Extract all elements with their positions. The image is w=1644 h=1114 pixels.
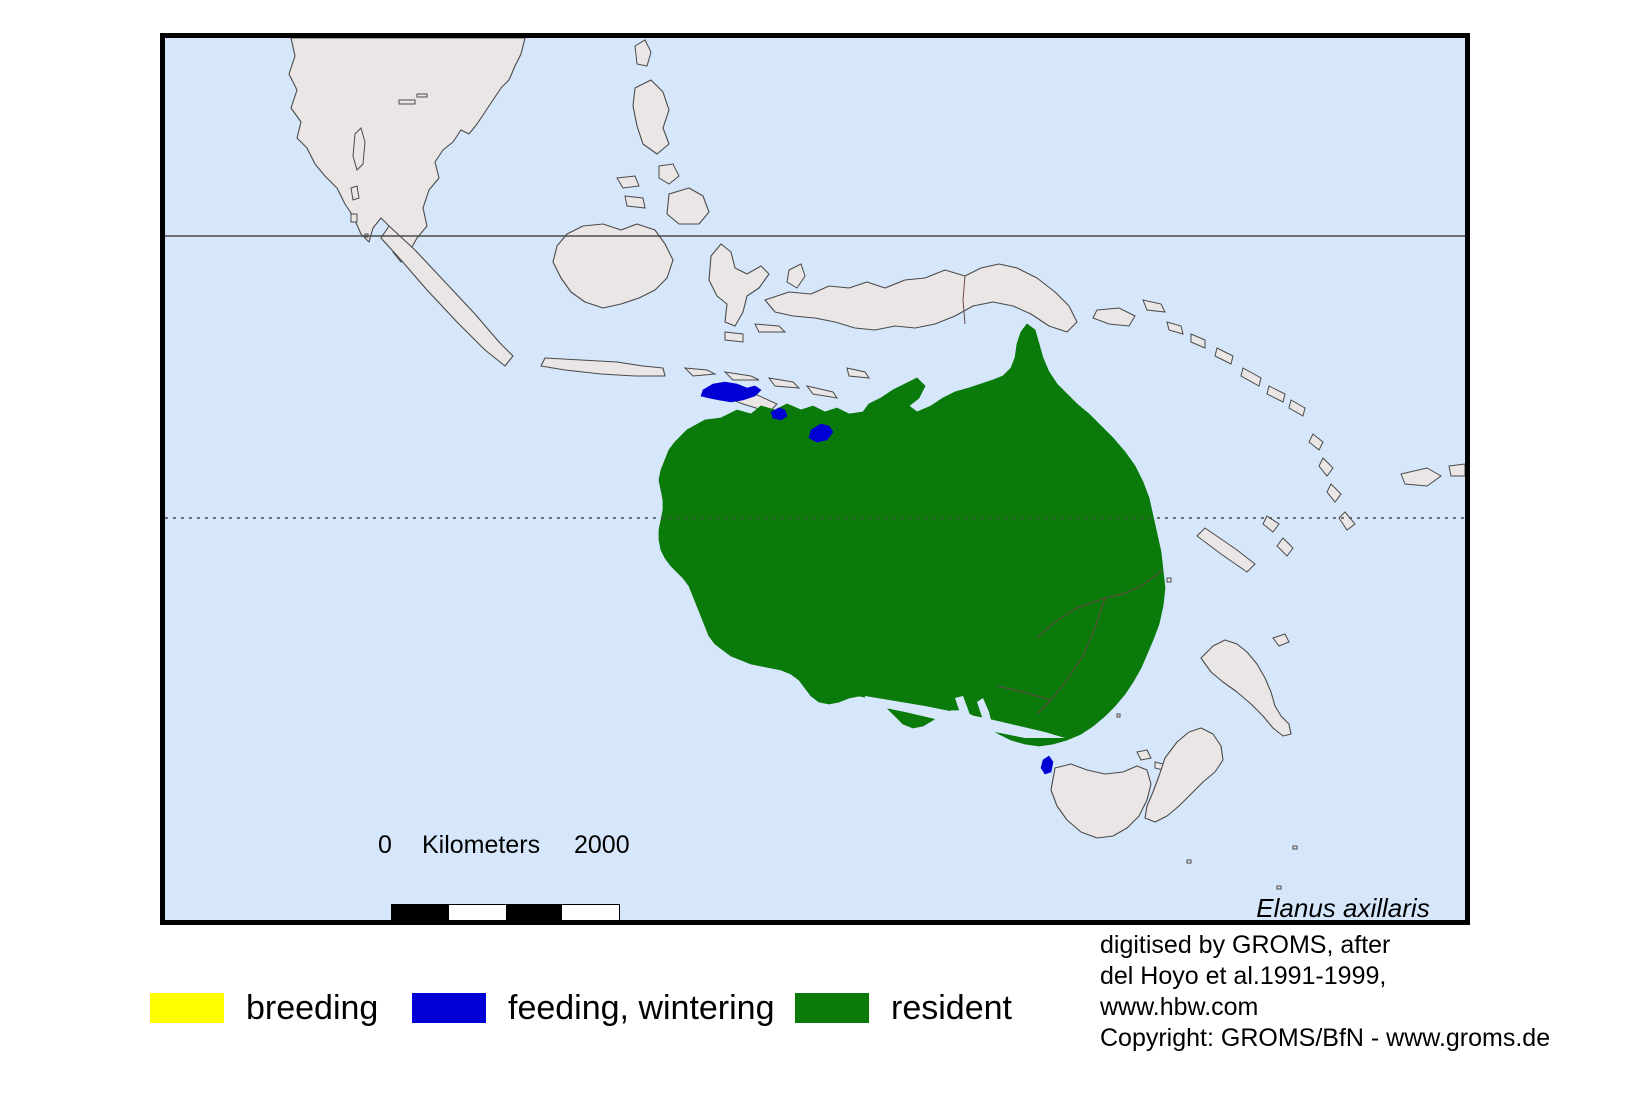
attribution-block: Elanus axillaris digitised by GROMS, aft…	[1100, 893, 1620, 1054]
credit-line-1: digitised by GROMS, after	[1100, 931, 1391, 959]
credit-line-2: del Hoyo et al.1991-1999,	[1100, 962, 1387, 990]
scale-unit-label: Kilometers	[422, 831, 541, 859]
species-name: Elanus axillaris	[1256, 893, 1430, 923]
scale-segment-4	[562, 905, 619, 920]
legend-swatch-resident	[795, 993, 869, 1023]
credit-line-4: Copyright: GROMS/BfN - www.groms.de	[1100, 1024, 1551, 1052]
credit-line-3: www.hbw.com	[1100, 993, 1259, 1021]
legend-label-feeding-wintering: feeding, wintering	[508, 989, 775, 1027]
scale-bar-labels: 0 Kilometers 2000	[370, 831, 640, 861]
australia-resident-range	[658, 323, 1166, 754]
legend-swatch-feeding-wintering	[412, 993, 486, 1023]
distribution-map: .landout { fill:#ebe6e6; stroke:#4a4a4a;…	[160, 33, 1470, 925]
legend-label-breeding: breeding	[246, 989, 379, 1027]
landmass-new-guinea	[764, 263, 1465, 890]
map-legend: breeding feeding, wintering resident	[150, 985, 1012, 1045]
scale-zero-label: 0	[378, 831, 392, 859]
graticule	[165, 235, 1465, 519]
scale-bar-block: 0 Kilometers 2000	[370, 831, 640, 920]
legend-item-resident: resident	[795, 985, 1012, 1031]
landmass-new-zealand	[1144, 633, 1298, 850]
map-canvas: .landout { fill:#ebe6e6; stroke:#4a4a4a;…	[165, 38, 1465, 920]
legend-item-breeding: breeding	[150, 985, 378, 1031]
scale-segment-2	[448, 905, 506, 920]
scale-max-label: 2000	[574, 831, 630, 859]
landmass-southeast-asia	[288, 38, 871, 413]
scale-bar-graphic	[391, 904, 620, 920]
legend-label-resident: resident	[891, 989, 1012, 1027]
scale-segment-1	[392, 905, 449, 920]
scale-segment-3	[505, 905, 563, 920]
legend-swatch-breeding	[150, 993, 224, 1023]
legend-item-feeding-wintering: feeding, wintering	[412, 985, 775, 1031]
